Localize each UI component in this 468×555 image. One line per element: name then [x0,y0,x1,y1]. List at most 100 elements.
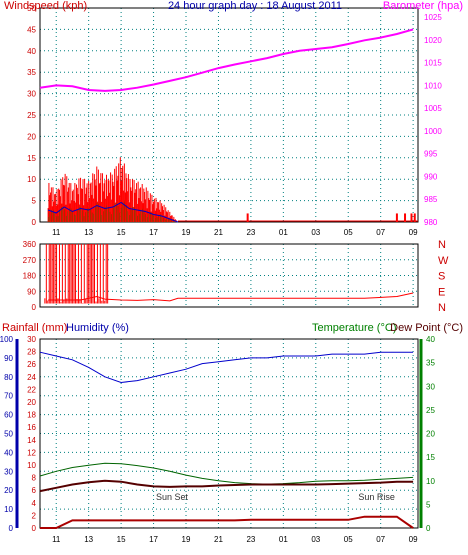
humidity-y-tick: 0 [9,524,14,533]
windspeed-label: Windspeed (kph) [4,0,87,12]
wind-y-tick: 45 [27,25,36,34]
wind-average-line [47,201,179,223]
barometer-line [39,28,414,92]
barometer-label: Barometer (hpa) [383,0,463,12]
humidity-y-tick: 30 [4,467,13,476]
dir-y-tick: 180 [23,272,37,281]
wind-x-tick: 03 [311,228,320,237]
temp-x-tick: 09 [409,535,418,544]
wind-x-tick: 05 [344,228,353,237]
humidity-y-tick: 70 [4,392,13,401]
temp-x-tick: 13 [84,535,93,544]
humidity-y-tick: 80 [4,373,13,382]
rain-y-tick: 6 [32,486,37,495]
temp-x-tick: 01 [279,535,288,544]
rain-y-tick: 16 [27,423,36,432]
dir-y-tick: 360 [23,240,37,249]
temp-x-tick: 21 [214,535,223,544]
temp-x-tick: 07 [376,535,385,544]
baro-y-tick: 1005 [424,104,442,113]
temp-y-tick: 15 [426,453,435,462]
dir-y-tick: 0 [32,303,37,312]
humidity-y-tick: 50 [4,430,13,439]
rain-y-tick: 20 [27,398,36,407]
sunset-label: Sun Set [156,492,189,502]
temp-x-tick: 03 [311,535,320,544]
compass-label: S [438,271,445,283]
temp-x-tick: 11 [52,535,61,544]
dir-frame [39,243,419,308]
wind-x-tick: 21 [214,228,223,237]
wind-x-tick: 11 [52,228,61,237]
wind-y-tick: 50 [27,4,36,13]
temp-x-tick: 05 [344,535,353,544]
temp-y-tick: 10 [426,477,435,486]
rain-y-tick: 8 [32,474,37,483]
wind-y-tick: 40 [27,47,36,56]
baro-y-tick: 1015 [424,59,442,68]
rain-y-tick: 14 [27,436,36,445]
dir-y-tick: 270 [23,256,37,265]
rain-y-tick: 18 [27,411,36,420]
temp-x-tick: 17 [149,535,158,544]
rainfall-line [40,515,414,529]
rain-y-tick: 4 [32,499,37,508]
wind-y-tick: 30 [27,90,36,99]
humidity-line [39,351,414,384]
temp-y-tick: 40 [426,335,435,344]
rain-y-tick: 24 [27,373,36,382]
temp-panel-frame [39,338,419,529]
rainfall-label: Rainfall (mm) [2,322,67,334]
wind-y-tick: 5 [32,197,37,206]
wind-y-tick: 35 [27,68,36,77]
wind-y-tick: 0 [32,218,37,227]
wind-y-tick: 25 [27,111,36,120]
wind-y-tick: 10 [27,175,36,184]
temp-x-tick: 23 [246,535,255,544]
humidity-y-tick: 20 [4,486,13,495]
humidity-y-tick: 10 [4,505,13,514]
wind-x-tick: 07 [376,228,385,237]
rain-y-tick: 30 [27,335,36,344]
wind-x-tick: 15 [117,228,126,237]
baro-y-tick: 980 [424,218,438,227]
wind-y-tick: 15 [27,154,36,163]
temp-y-tick: 30 [426,382,435,391]
temp-y-tick: 0 [426,524,431,533]
compass-label: E [438,286,445,298]
temperature-line [39,462,414,485]
baro-y-tick: 1020 [424,36,442,45]
rain-y-tick: 22 [27,385,36,394]
temp-x-tick: 19 [182,535,191,544]
baro-y-tick: 985 [424,195,438,204]
rain-y-tick: 10 [27,461,36,470]
dir-y-tick: 90 [27,287,36,296]
wind-x-tick: 01 [279,228,288,237]
baro-y-tick: 1025 [424,13,442,22]
humidity-y-tick: 60 [4,411,13,420]
dewpoint-label: Dew Point (°C) [390,322,463,334]
rain-y-tick: 12 [27,448,36,457]
baro-y-tick: 1010 [424,81,442,90]
baro-y-tick: 1000 [424,127,442,136]
temp-y-tick: 5 [426,500,431,509]
humidity-y-tick: 40 [4,448,13,457]
temp-y-tick: 25 [426,406,435,415]
wind-panel-frame [39,7,419,223]
wind-x-tick: 13 [84,228,93,237]
humidity-y-tick: 100 [0,335,14,344]
temp-y-tick: 35 [426,359,435,368]
compass-label: W [438,255,449,267]
humidity-label: Humidity (%) [66,322,129,334]
temperature-label: Temperature (°C) [312,322,396,334]
wind-x-tick: 09 [409,228,418,237]
dewpoint-line [39,479,414,493]
wind-x-tick: 19 [182,228,191,237]
chart-title: 24 hour graph day : 18 August 2011 [168,0,342,12]
compass-label: N [438,302,446,314]
humidity-y-tick: 90 [4,354,13,363]
direction-line [48,292,414,302]
compass-label: N [438,239,446,251]
baro-y-tick: 995 [424,150,438,159]
